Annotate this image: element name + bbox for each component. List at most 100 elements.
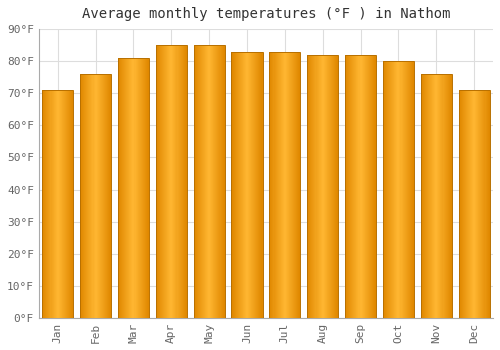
Bar <box>158 45 159 318</box>
Bar <box>184 45 186 318</box>
Bar <box>203 45 204 318</box>
Bar <box>385 61 386 318</box>
Bar <box>398 61 400 318</box>
Bar <box>100 74 101 318</box>
Bar <box>109 74 110 318</box>
Bar <box>122 58 123 318</box>
Bar <box>282 51 283 318</box>
Bar <box>60 90 61 318</box>
Bar <box>394 61 396 318</box>
Bar <box>285 51 286 318</box>
Bar <box>296 51 298 318</box>
Bar <box>121 58 122 318</box>
Bar <box>249 51 250 318</box>
Bar <box>384 61 385 318</box>
Bar <box>125 58 126 318</box>
Bar <box>386 61 387 318</box>
Bar <box>162 45 163 318</box>
Bar <box>352 55 354 318</box>
Bar <box>295 51 296 318</box>
Bar <box>144 58 145 318</box>
Bar <box>145 58 146 318</box>
Bar <box>466 90 467 318</box>
Bar <box>119 58 120 318</box>
Bar <box>63 90 64 318</box>
Bar <box>96 74 98 318</box>
Bar <box>364 55 366 318</box>
Bar <box>81 74 82 318</box>
Bar <box>465 90 466 318</box>
Bar <box>164 45 165 318</box>
Bar <box>350 55 352 318</box>
Bar <box>286 51 287 318</box>
Bar <box>325 55 326 318</box>
Bar <box>389 61 390 318</box>
Bar <box>290 51 291 318</box>
Bar <box>160 45 161 318</box>
Bar <box>80 74 81 318</box>
Bar <box>464 90 465 318</box>
Bar <box>473 90 474 318</box>
Bar <box>446 74 448 318</box>
Bar <box>413 61 414 318</box>
Bar <box>440 74 442 318</box>
Bar <box>124 58 125 318</box>
Bar <box>387 61 388 318</box>
Bar <box>92 74 94 318</box>
Bar <box>83 74 84 318</box>
Bar <box>390 61 391 318</box>
Bar <box>102 74 103 318</box>
Bar <box>205 45 206 318</box>
Bar <box>48 90 50 318</box>
Bar <box>391 61 392 318</box>
Bar <box>423 74 424 318</box>
Bar <box>367 55 368 318</box>
Bar <box>424 74 425 318</box>
Bar <box>251 51 252 318</box>
Bar <box>59 90 60 318</box>
Bar <box>101 74 102 318</box>
Bar <box>256 51 258 318</box>
Bar <box>80 74 111 318</box>
Bar <box>98 74 100 318</box>
Bar <box>471 90 472 318</box>
Bar <box>166 45 167 318</box>
Bar <box>448 74 450 318</box>
Bar <box>469 90 470 318</box>
Bar <box>56 90 58 318</box>
Bar <box>194 45 196 318</box>
Bar <box>451 74 452 318</box>
Bar <box>201 45 202 318</box>
Bar <box>477 90 478 318</box>
Bar <box>196 45 198 318</box>
Bar <box>298 51 300 318</box>
Bar <box>248 51 249 318</box>
Bar <box>480 90 482 318</box>
Bar <box>170 45 172 318</box>
Bar <box>400 61 402 318</box>
Bar <box>475 90 476 318</box>
Bar <box>120 58 121 318</box>
Bar <box>345 55 346 318</box>
Bar <box>316 55 318 318</box>
Bar <box>118 58 149 318</box>
Bar <box>156 45 187 318</box>
Title: Average monthly temperatures (°F ) in Nathom: Average monthly temperatures (°F ) in Na… <box>82 7 450 21</box>
Bar <box>105 74 106 318</box>
Bar <box>426 74 427 318</box>
Bar <box>366 55 367 318</box>
Bar <box>236 51 238 318</box>
Bar <box>370 55 371 318</box>
Bar <box>165 45 166 318</box>
Bar <box>330 55 331 318</box>
Bar <box>84 74 85 318</box>
Bar <box>54 90 56 318</box>
Bar <box>243 51 244 318</box>
Bar <box>161 45 162 318</box>
Bar <box>396 61 398 318</box>
Bar <box>393 61 394 318</box>
Bar <box>307 55 308 318</box>
Bar <box>333 55 334 318</box>
Bar <box>212 45 214 318</box>
Bar <box>132 58 134 318</box>
